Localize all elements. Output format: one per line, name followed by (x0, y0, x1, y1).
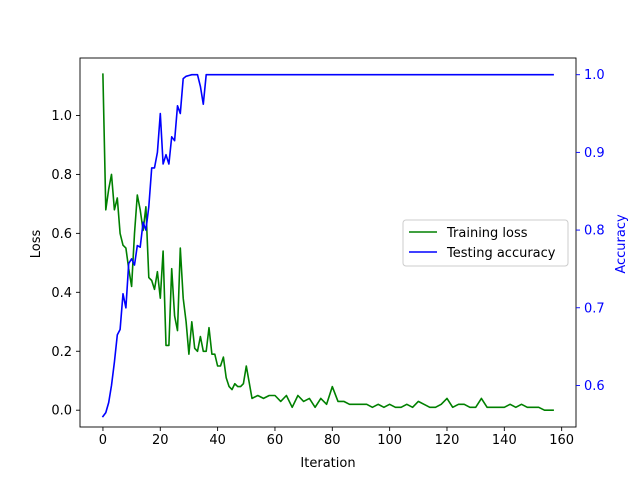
right-y-tick-label: 0.8 (584, 224, 605, 239)
left-y-axis-label: Loss (29, 230, 44, 259)
right-y-tick-label: 0.9 (584, 146, 605, 161)
left-y-tick-label: 0.2 (51, 345, 72, 360)
plot-area (101, 73, 554, 418)
x-axis-label: Iteration (300, 456, 355, 471)
right-y-tick-label: 0.6 (584, 379, 605, 394)
series-line-testing-accuracy (101, 73, 554, 418)
x-tick-label: 20 (152, 433, 169, 448)
right-y-tick-label: 1.0 (584, 68, 605, 83)
x-tick-label: 140 (492, 433, 517, 448)
right-y-tick-label: 0.7 (584, 301, 605, 316)
legend-box (402, 219, 569, 267)
left-y-tick-label: 0.8 (51, 168, 72, 183)
left-y-tick-label: 0.0 (51, 404, 72, 419)
x-tick-label: 40 (209, 433, 226, 448)
left-y-tick-label: 0.6 (51, 227, 72, 242)
left-y-tick-label: 1.0 (51, 109, 72, 124)
legend-label-training-loss: Training loss (446, 226, 528, 241)
x-tick-label: 120 (435, 433, 460, 448)
right-y-axis-label: Accuracy (614, 214, 629, 274)
x-tick-label: 160 (549, 433, 574, 448)
x-tick-label: 80 (324, 433, 341, 448)
legend: Training loss Testing accuracy (402, 219, 569, 267)
axes-frame (79, 57, 577, 428)
series-line-training-loss (102, 73, 554, 412)
x-tick-label: 0 (99, 433, 107, 448)
legend-label-testing-accuracy: Testing accuracy (446, 246, 556, 261)
left-y-tick-label: 0.4 (51, 286, 72, 301)
x-tick-label: 100 (377, 433, 402, 448)
axes: 0 20 40 60 80 100 120 140 160 0.0 0.2 0.4 0.6 0.8 1.0 0… (51, 57, 605, 448)
x-tick-label: 60 (267, 433, 284, 448)
